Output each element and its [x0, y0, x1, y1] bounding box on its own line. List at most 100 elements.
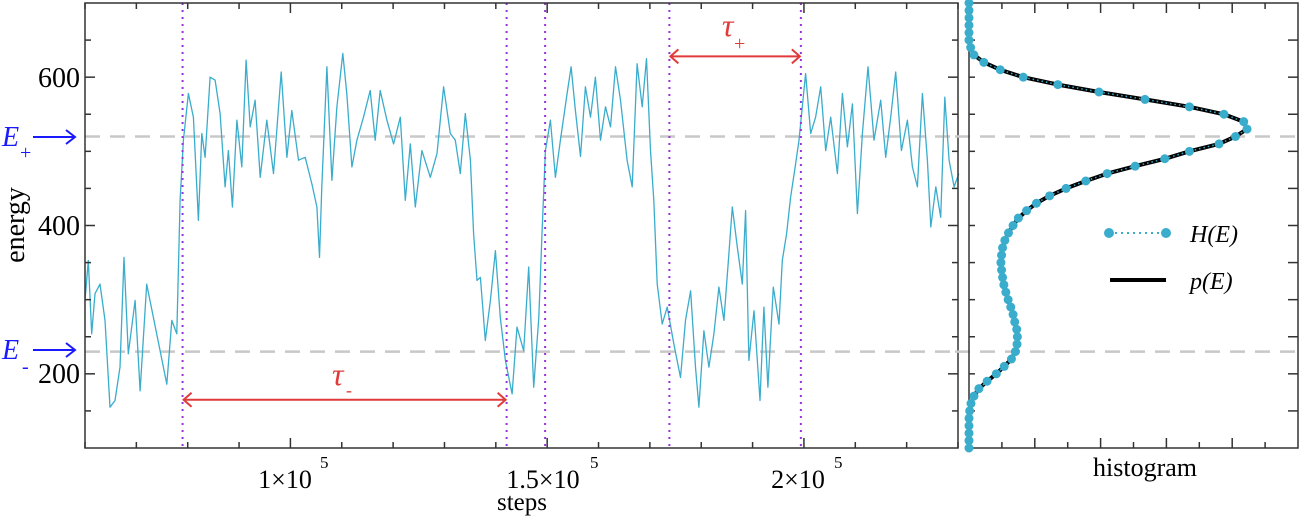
interval-arrow-tau-minus: [182, 392, 508, 408]
h-of-e-point: [964, 13, 974, 23]
h-of-e-point: [1031, 198, 1041, 208]
h-of-e-point: [1003, 228, 1013, 238]
xtick-exponent: 5: [320, 453, 329, 472]
level-label-e-minus: E -: [1, 335, 29, 378]
h-of-e-point: [979, 57, 989, 67]
h-of-e-point: [964, 421, 974, 431]
h-of-e-point: [969, 391, 979, 401]
h-of-e-point: [1018, 72, 1028, 82]
legend-label-p: p(E): [1188, 269, 1233, 295]
h-of-e-point: [964, 413, 974, 423]
level-symbol: E: [1, 335, 19, 366]
trace-plot-frame: [84, 2, 959, 449]
ytick-label-200: 200: [38, 359, 80, 390]
xtick-mantissa: 2×10: [771, 465, 825, 494]
h-of-e-point: [964, 0, 974, 8]
trace-panel: [84, 2, 960, 449]
h-of-e-point: [1053, 80, 1063, 90]
x-axis-label: steps: [497, 489, 547, 516]
h-of-e-point: [1000, 235, 1010, 245]
h-of-e-point: [966, 399, 976, 408]
h-of-e-point: [964, 28, 974, 38]
histogram-x-axis-label: histogram: [1093, 453, 1197, 482]
interval-arrow-head-right: [791, 48, 802, 65]
h-of-e-point: [997, 265, 1007, 275]
histogram-plot-frame: [968, 2, 1299, 449]
y-axis-label: energy: [0, 187, 31, 263]
legend-marker: [1161, 228, 1171, 238]
interval-arrow-tau-plus: [668, 48, 802, 65]
interval-subscript: -: [346, 380, 352, 400]
h-of-e-point: [1184, 102, 1194, 112]
interval-subscript: +: [734, 33, 745, 55]
level-label-e-plus: E +: [1, 122, 31, 164]
h-of-e-point: [991, 369, 1001, 379]
level-symbol: E: [1, 122, 19, 153]
h-of-e-point: [1006, 302, 1016, 312]
h-of-e-point: [1184, 146, 1194, 156]
h-of-e-point: [1008, 310, 1018, 319]
h-of-e-point: [1022, 206, 1032, 216]
h-of-e-point: [1012, 339, 1022, 349]
h-of-e-point: [974, 384, 984, 394]
h-of-e-point: [997, 250, 1007, 260]
energy-trace-line: [84, 52, 960, 408]
h-of-e-point: [999, 361, 1009, 371]
h-of-e-point: [1219, 109, 1229, 119]
legend-entry-p: p(E): [1110, 269, 1233, 295]
xtick-exponent: 5: [834, 453, 843, 472]
xtick-mantissa: 1×10: [258, 465, 312, 494]
interval-arrow-head-left: [182, 392, 193, 408]
h-of-e-point: [964, 35, 974, 45]
h-of-e-point: [964, 20, 974, 30]
h-of-e-point: [964, 428, 974, 438]
legend-label-h: H(E): [1189, 222, 1238, 248]
h-of-e-point: [1239, 117, 1249, 127]
h-of-e-point: [999, 280, 1009, 290]
h-of-e-point: [1003, 295, 1013, 305]
h-of-e-point: [1010, 317, 1020, 327]
level-subscript: +: [20, 142, 31, 164]
h-of-e-point: [1006, 354, 1016, 364]
tau-plus-label: τ +: [722, 7, 745, 55]
tau-minus-label: τ -: [332, 356, 352, 400]
h-of-e-point: [964, 5, 974, 15]
legend-marker: [1104, 228, 1114, 238]
xtick-label-2e5: 2×10 5: [771, 453, 842, 494]
h-of-e-point: [969, 50, 979, 60]
level-subscript: -: [22, 356, 29, 378]
legend: H(E) p(E): [1104, 222, 1238, 295]
h-of-e-point: [1061, 183, 1071, 193]
h-of-e-point: [1102, 169, 1112, 179]
xtick-exponent: 5: [590, 453, 599, 472]
xtick-label-1.5e5: 1.5×10 5: [506, 453, 598, 494]
h-of-e-point: [964, 436, 974, 446]
h-of-e-point: [1045, 191, 1055, 201]
level-arrow-e-plus: [33, 129, 77, 145]
h-of-e-point: [966, 43, 976, 52]
h-of-e-point: [1242, 124, 1252, 134]
h-of-e-point: [1010, 347, 1020, 357]
interval-symbol: τ: [722, 7, 735, 43]
h-of-e-point: [1081, 176, 1091, 186]
interval-arrow-head-right: [496, 392, 508, 408]
ytick-label-400: 400: [38, 211, 80, 242]
level-arrow-e-minus: [33, 342, 77, 358]
h-of-e-point: [998, 272, 1008, 282]
h-of-e-point: [1140, 94, 1150, 104]
ytick-label-600: 600: [38, 63, 80, 94]
xtick-mantissa: 1.5×10: [506, 465, 579, 494]
h-of-e-point: [995, 65, 1005, 75]
h-of-e-point: [1001, 287, 1011, 297]
h-of-e-point: [1160, 154, 1170, 164]
h-of-e-point: [1230, 132, 1240, 141]
h-of-e-point: [1012, 324, 1022, 334]
h-of-e-point: [965, 406, 975, 416]
histogram-panel: [955, 0, 1300, 453]
xtick-label-1e5: 1×10 5: [258, 453, 328, 494]
h-of-e-point: [1013, 213, 1023, 223]
h-of-e-point: [1214, 139, 1224, 149]
interval-arrow-head-left: [668, 48, 680, 65]
h-of-e-point: [998, 243, 1008, 253]
